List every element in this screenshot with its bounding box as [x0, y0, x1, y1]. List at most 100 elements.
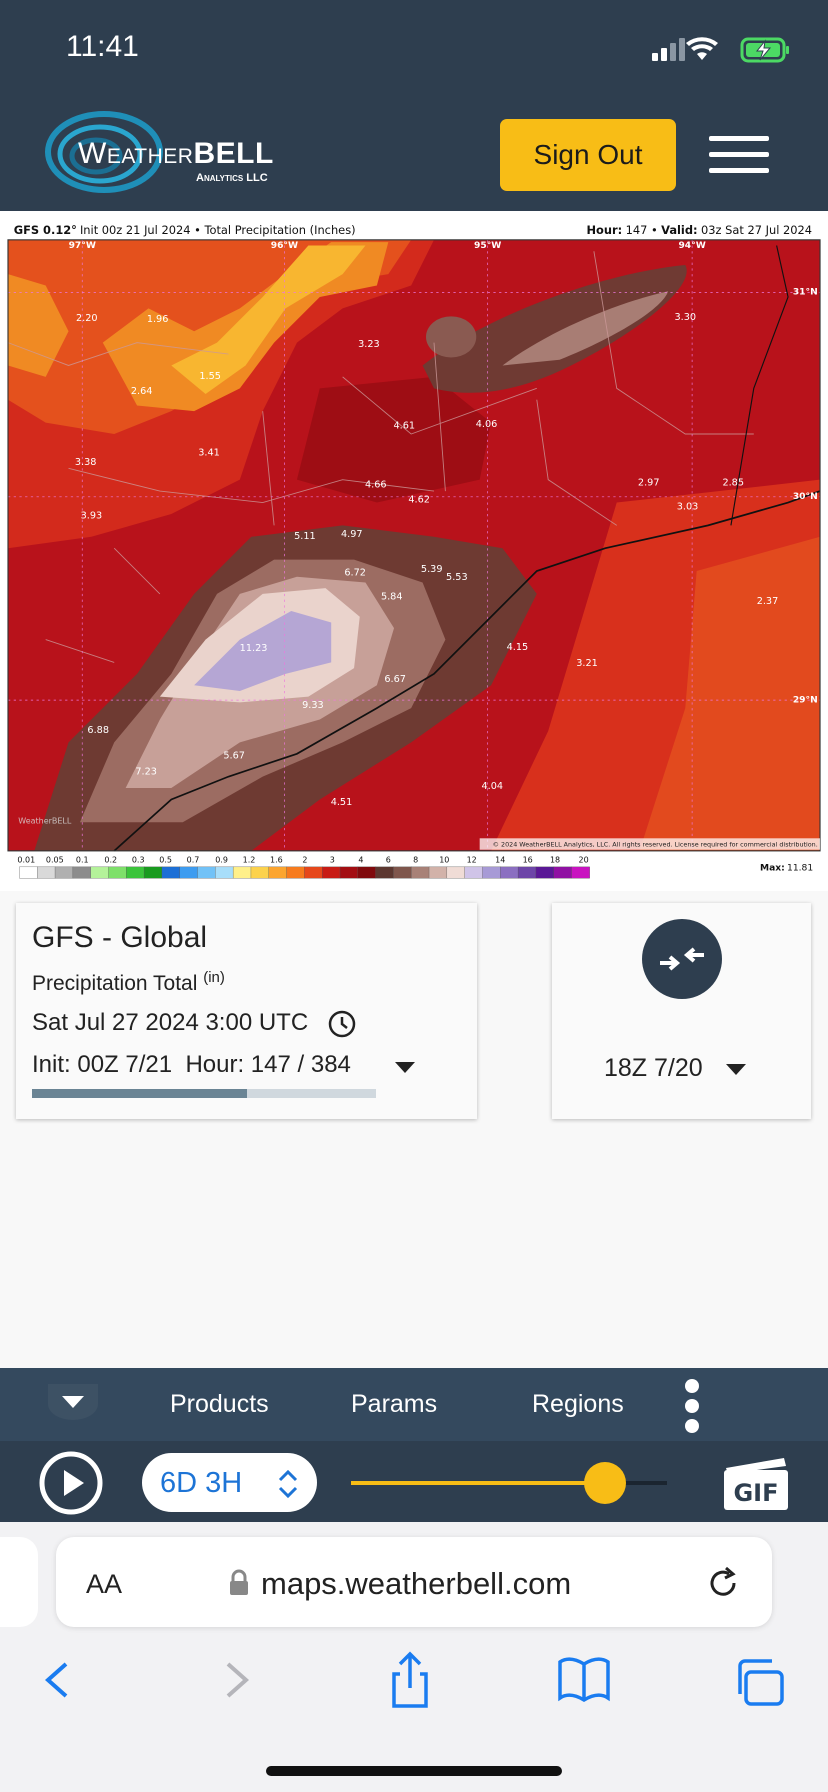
legend-swatch	[286, 866, 305, 879]
legend-label: 0.3	[132, 855, 145, 864]
home-indicator	[266, 1766, 562, 1776]
max-label: Max: 11.81	[760, 863, 813, 873]
precip-value: 3.23	[358, 339, 380, 350]
precip-value: 4.66	[365, 480, 387, 491]
menu-icon[interactable]	[709, 168, 769, 173]
logo-subtitle: Analytics LLC	[196, 172, 268, 184]
legend-swatch	[500, 866, 519, 879]
time-slider[interactable]	[346, 1458, 672, 1508]
more-button[interactable]	[682, 1378, 702, 1434]
init-hour[interactable]: Init: 00Z 7/21 Hour: 147 / 384	[32, 1051, 351, 1079]
legend-swatch	[553, 866, 573, 879]
map-valid-part: Valid:	[661, 223, 697, 237]
legend-label: 10	[439, 855, 449, 864]
precip-value: 4.15	[507, 642, 529, 653]
legend-label: 20	[579, 855, 589, 864]
legend-swatch	[535, 866, 555, 879]
legend-swatch	[393, 866, 412, 879]
graticule	[7, 239, 821, 851]
bookmarks-button[interactable]	[558, 1657, 610, 1703]
latitude-label: 30°N	[793, 492, 818, 502]
map-valid-part: 147 •	[626, 223, 658, 237]
tabs-button[interactable]	[738, 1659, 784, 1706]
legend-swatch	[108, 866, 127, 879]
legend-swatch	[411, 866, 430, 879]
precip-value: 5.11	[294, 531, 316, 542]
max-title: Max:	[760, 863, 785, 873]
legend-label: 0.2	[104, 855, 117, 864]
precip-value: 5.67	[223, 750, 245, 761]
county-lines	[7, 251, 754, 663]
forward-button[interactable]	[226, 1662, 250, 1698]
legend-label: 0.01	[17, 855, 35, 864]
legend-label: 3	[330, 855, 335, 864]
precip-value: 5.53	[446, 572, 468, 583]
logo-bell: BELL	[193, 137, 274, 170]
app-header	[0, 0, 828, 211]
share-button[interactable]	[392, 1651, 428, 1708]
precip-value: 3.30	[674, 312, 696, 323]
status-icons	[652, 37, 789, 63]
model-title: GFS - Global	[32, 921, 208, 954]
legend-label: 14	[495, 855, 505, 864]
products-tab[interactable]: Products	[170, 1390, 269, 1418]
address-bar[interactable]: AA maps.weatherbell.com	[56, 1537, 772, 1627]
legend-swatch	[464, 866, 483, 879]
menu-icon[interactable]	[709, 152, 769, 157]
url-text: maps.weatherbell.com	[261, 1566, 572, 1601]
precip-value: 1.96	[147, 314, 169, 325]
precip-value: 2.64	[131, 386, 153, 397]
back-button[interactable]	[44, 1662, 68, 1698]
precip-value: 3.93	[81, 511, 103, 522]
legend-swatch	[54, 866, 74, 879]
legend-swatch	[90, 866, 109, 879]
menu-icon[interactable]	[709, 136, 769, 141]
legend-label: 2	[302, 855, 307, 864]
longitude-label: 97°W	[69, 241, 96, 251]
map-valid-text: Hour: 147 • Valid: 03z Sat 27 Jul 2024	[586, 223, 812, 237]
map-panel: GFS 0.12° Init 00z 21 Jul 2024 • Total Pr…	[0, 211, 828, 891]
coastline	[113, 490, 821, 852]
precip-value: 3.41	[198, 448, 220, 459]
precip-value: 4.51	[331, 797, 353, 808]
legend-swatch	[19, 866, 38, 879]
dropdown-arrow[interactable]	[724, 1061, 748, 1077]
sign-out-button[interactable]: Sign Out	[500, 119, 676, 191]
map-fill	[7, 239, 821, 851]
gif-label: GIF	[733, 1479, 778, 1507]
legend-swatch	[179, 866, 199, 879]
legend-label: 0.05	[46, 855, 64, 864]
gif-button[interactable]: GIF	[722, 1456, 790, 1512]
step-label: 6D 3H	[160, 1467, 243, 1499]
legend-label: 8	[413, 855, 418, 864]
precip-value: 5.39	[421, 564, 443, 575]
reload-button[interactable]	[706, 1565, 742, 1601]
text-size-button[interactable]: AA	[86, 1569, 123, 1599]
dropdown-arrow[interactable]	[393, 1059, 417, 1075]
legend-label: 1.2	[243, 855, 256, 864]
max-value: 11.81	[787, 863, 813, 873]
compare-run[interactable]: 18Z 7/20	[604, 1054, 703, 1082]
step-selector[interactable]: 6D 3H	[142, 1453, 317, 1512]
logo-weather: Weather	[78, 137, 194, 170]
compare-button[interactable]	[642, 919, 722, 999]
params-tab[interactable]: Params	[351, 1390, 438, 1418]
copyright-bg	[479, 838, 821, 850]
legend-label: 4	[358, 855, 363, 864]
legend-label: 0.7	[187, 855, 200, 864]
clock-icon[interactable]	[327, 1009, 357, 1039]
legend-swatch	[339, 866, 359, 879]
valid-time: Sat Jul 27 2024 3:00 UTC	[32, 1009, 309, 1036]
map-header-text: Init 00z 21 Jul 2024 • Total Precipitati…	[80, 223, 356, 237]
legend-swatch	[357, 866, 377, 879]
collapse-button[interactable]	[48, 1384, 98, 1434]
regions-tab[interactable]: Regions	[532, 1390, 624, 1418]
legend-label: 0.5	[159, 855, 172, 864]
legend-swatch	[126, 866, 145, 879]
watermark: WeatherBELL	[18, 816, 72, 825]
legend-swatch	[250, 866, 270, 879]
precip-value: 3.21	[576, 658, 598, 669]
play-button[interactable]	[38, 1450, 104, 1516]
precip-value: 2.20	[76, 313, 98, 324]
legend-label: 18	[550, 855, 560, 864]
